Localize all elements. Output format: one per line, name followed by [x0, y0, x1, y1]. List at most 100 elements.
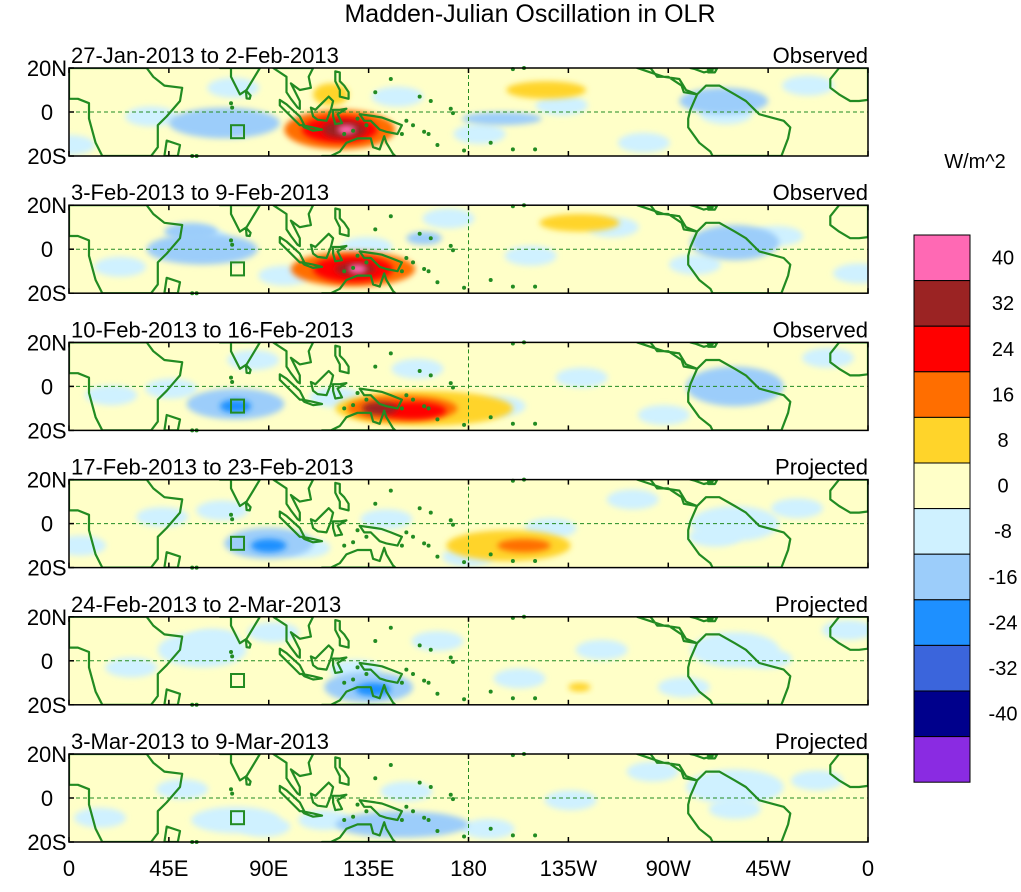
island-marker [342, 132, 347, 136]
panel-status: Projected [775, 455, 868, 480]
island-marker [229, 238, 234, 243]
y-tick-label: 20N [27, 56, 67, 81]
island-marker [450, 248, 455, 253]
panel: 20N 0 20S 27-Jan-2013 to 2-Feb-2013 Observed [27, 43, 869, 169]
island-marker [448, 106, 453, 111]
background-patch [422, 208, 475, 229]
background-patch [94, 256, 147, 277]
island-marker [411, 809, 416, 814]
colorbar-swatch [913, 508, 971, 555]
island-marker [351, 540, 356, 545]
reference-box [230, 810, 246, 826]
anomaly-field [74, 761, 843, 839]
colorbar: W/m^2 40 32 24 16 8 0 -8 -16 -24 -32 -40 [913, 151, 1018, 783]
island-marker [230, 791, 235, 796]
reference-box [230, 398, 246, 414]
panels: 20N 0 20S 27-Jan-2013 to 2-Feb-2013 Observed… [27, 43, 869, 855]
island-marker [351, 403, 356, 408]
island-marker [448, 792, 453, 797]
background-patch [391, 358, 444, 379]
y-tick-label: 0 [41, 649, 53, 674]
y-tick-label: 20S [27, 418, 66, 443]
background-patch [802, 347, 855, 368]
island-marker [373, 639, 378, 643]
island-marker [229, 101, 234, 106]
panel-period: 17-Feb-2013 to 23-Feb-2013 [71, 455, 354, 480]
island-marker [229, 787, 234, 792]
island-marker [448, 243, 453, 248]
island-marker [533, 559, 538, 563]
background-patch [227, 350, 280, 370]
island-marker [488, 278, 493, 282]
background-patch [69, 135, 95, 155]
island-marker [411, 397, 416, 402]
island-marker [230, 654, 235, 659]
island-marker [428, 99, 433, 103]
background-patch [74, 807, 127, 828]
x-tick-label: 0 [63, 856, 75, 881]
x-tick-label: 135W [540, 856, 598, 881]
reference-box [230, 673, 246, 688]
anomaly-blob [168, 107, 280, 139]
anomaly-blob [461, 112, 542, 126]
island-marker [435, 280, 440, 285]
x-tick-label: 90E [249, 856, 288, 881]
island-marker [533, 147, 538, 152]
colorbar-label: -32 [989, 658, 1018, 680]
anomaly-blob [406, 231, 442, 245]
island-marker [411, 672, 416, 676]
panel-period: 24-Feb-2013 to 2-Mar-2013 [71, 592, 341, 617]
anomaly-blob [164, 222, 218, 241]
panel-status: Projected [775, 592, 868, 617]
anomaly-blob [568, 682, 591, 692]
colorbar-label: -24 [989, 612, 1018, 634]
island-marker [428, 373, 433, 378]
panel: 20N 0 20S 3-Mar-2013 to 9-Mar-2013 Projected [27, 729, 869, 855]
background-patch [833, 263, 868, 284]
colorbar-swatch [913, 553, 971, 601]
colorbar-swatch [913, 462, 971, 510]
y-tick-label: 20N [27, 742, 67, 767]
coastlines [69, 68, 868, 156]
anomaly-blob [690, 632, 780, 668]
background-patch [156, 779, 209, 800]
panel: 20N 0 20S 10-Feb-2013 to 16-Feb-2013 Observe… [27, 317, 869, 443]
island-marker [488, 552, 493, 557]
y-tick-label: 20N [27, 330, 67, 355]
x-axis: 0 45E 90E 135E 180 135W 90W 45W 0 [63, 856, 874, 881]
island-marker [510, 284, 515, 289]
island-marker [399, 269, 404, 274]
island-marker [399, 543, 404, 548]
island-marker [364, 809, 369, 814]
background-patch [85, 385, 138, 406]
background-patch [453, 124, 506, 144]
island-marker [342, 269, 347, 274]
colorbar-swatch [913, 644, 971, 692]
anomaly-blob [690, 225, 780, 261]
coastlines [69, 342, 868, 431]
island-marker [399, 406, 404, 411]
y-tick-label: 0 [41, 786, 53, 811]
colorbar-swatch [913, 325, 971, 373]
x-tick-label: 135E [343, 856, 394, 881]
island-marker [462, 422, 467, 427]
anomaly-blob [686, 769, 784, 805]
island-marker [450, 659, 455, 664]
panel: 20N 0 20S 24-Feb-2013 to 2-Mar-2013 Projecte… [27, 592, 869, 718]
island-marker [426, 543, 431, 548]
colorbar-swatch [913, 280, 971, 327]
island-marker [462, 148, 467, 153]
background-patch [782, 75, 835, 96]
island-marker [417, 369, 422, 373]
background-patch [196, 500, 249, 521]
island-marker [411, 534, 416, 539]
colorbar-swatch [913, 599, 971, 646]
island-marker [448, 518, 453, 523]
anomaly-field [69, 75, 835, 155]
island-marker [399, 680, 404, 685]
island-marker [462, 834, 467, 839]
anomaly-field [69, 489, 823, 567]
y-tick-label: 0 [41, 237, 53, 262]
island-marker [404, 804, 409, 809]
island-marker [488, 140, 493, 145]
